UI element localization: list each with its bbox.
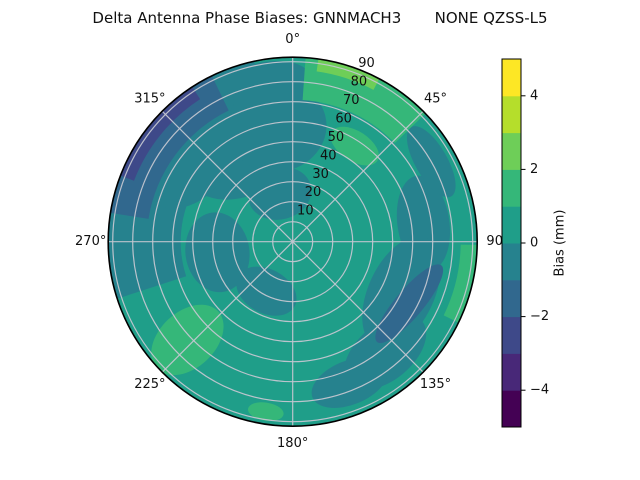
contour-region xyxy=(108,74,229,219)
radial-tick-label: 60 xyxy=(335,111,352,126)
colorbar-band xyxy=(502,353,521,391)
radial-tick-label: 70 xyxy=(343,93,360,108)
angular-tick-label: 270° xyxy=(75,234,106,249)
contour-region xyxy=(443,244,477,324)
grid-spoke xyxy=(292,111,424,243)
colorbar-axis-label: Bias (mm) xyxy=(552,209,568,277)
radial-tick-label: 40 xyxy=(320,148,337,163)
colorbar-band xyxy=(502,169,521,207)
angular-tick-label: 45° xyxy=(424,91,447,106)
contour-region xyxy=(247,402,284,421)
angular-tick-label: 135° xyxy=(420,377,451,392)
grid-spoke xyxy=(162,111,294,243)
radial-tick-label: 80 xyxy=(351,74,368,89)
contour-region xyxy=(151,304,224,376)
colorbar-tick-label: 2 xyxy=(530,162,538,177)
grid-spoke xyxy=(292,241,424,373)
colorbar-tick-label: 4 xyxy=(530,88,538,103)
colorbar-band xyxy=(502,95,521,134)
polar-grid xyxy=(108,57,477,426)
colorbar-band xyxy=(502,206,521,244)
contour-region xyxy=(248,166,312,220)
radial-tick-label: 50 xyxy=(328,130,345,145)
radial-tick-label: 90 xyxy=(358,56,375,71)
colorbar-band xyxy=(502,243,521,281)
colorbar-tick-label: 0 xyxy=(530,236,538,251)
angular-tick-label: 315° xyxy=(134,91,165,106)
colorbar-band xyxy=(502,390,521,428)
colorbar-band xyxy=(502,316,521,354)
angular-tick-label: 225° xyxy=(134,377,165,392)
colorbar-band xyxy=(502,132,521,170)
contour-region xyxy=(302,57,427,144)
radial-tick-label: 10 xyxy=(297,204,314,219)
contour-region xyxy=(311,357,388,408)
contour-region xyxy=(119,85,201,181)
plot-outline xyxy=(107,56,479,427)
colorbar-band xyxy=(502,279,521,318)
radial-tick-labels: 10 20 30 40 50 60 70 80 90 xyxy=(297,56,375,219)
chart-title: Delta Antenna Phase Biases: GNNMACH3 NON… xyxy=(92,9,548,27)
angular-tick-labels: 0° 45° 90 135° 180° 225° 270° 315° xyxy=(75,32,503,451)
contour-region xyxy=(236,266,297,316)
angular-tick-label: 180° xyxy=(277,436,308,451)
radial-tick-label: 20 xyxy=(305,185,322,200)
angular-tick-label: 90 xyxy=(486,234,503,249)
colorbar-band xyxy=(502,59,521,97)
colorbar-tick-label: −4 xyxy=(530,383,549,398)
radial-tick-label: 30 xyxy=(312,167,329,182)
colorbar: 4 2 0 −2 −4 xyxy=(501,58,549,428)
colorbar-tick-label: −2 xyxy=(530,309,549,324)
grid-spoke xyxy=(162,241,294,373)
angular-tick-label: 0° xyxy=(285,32,300,47)
